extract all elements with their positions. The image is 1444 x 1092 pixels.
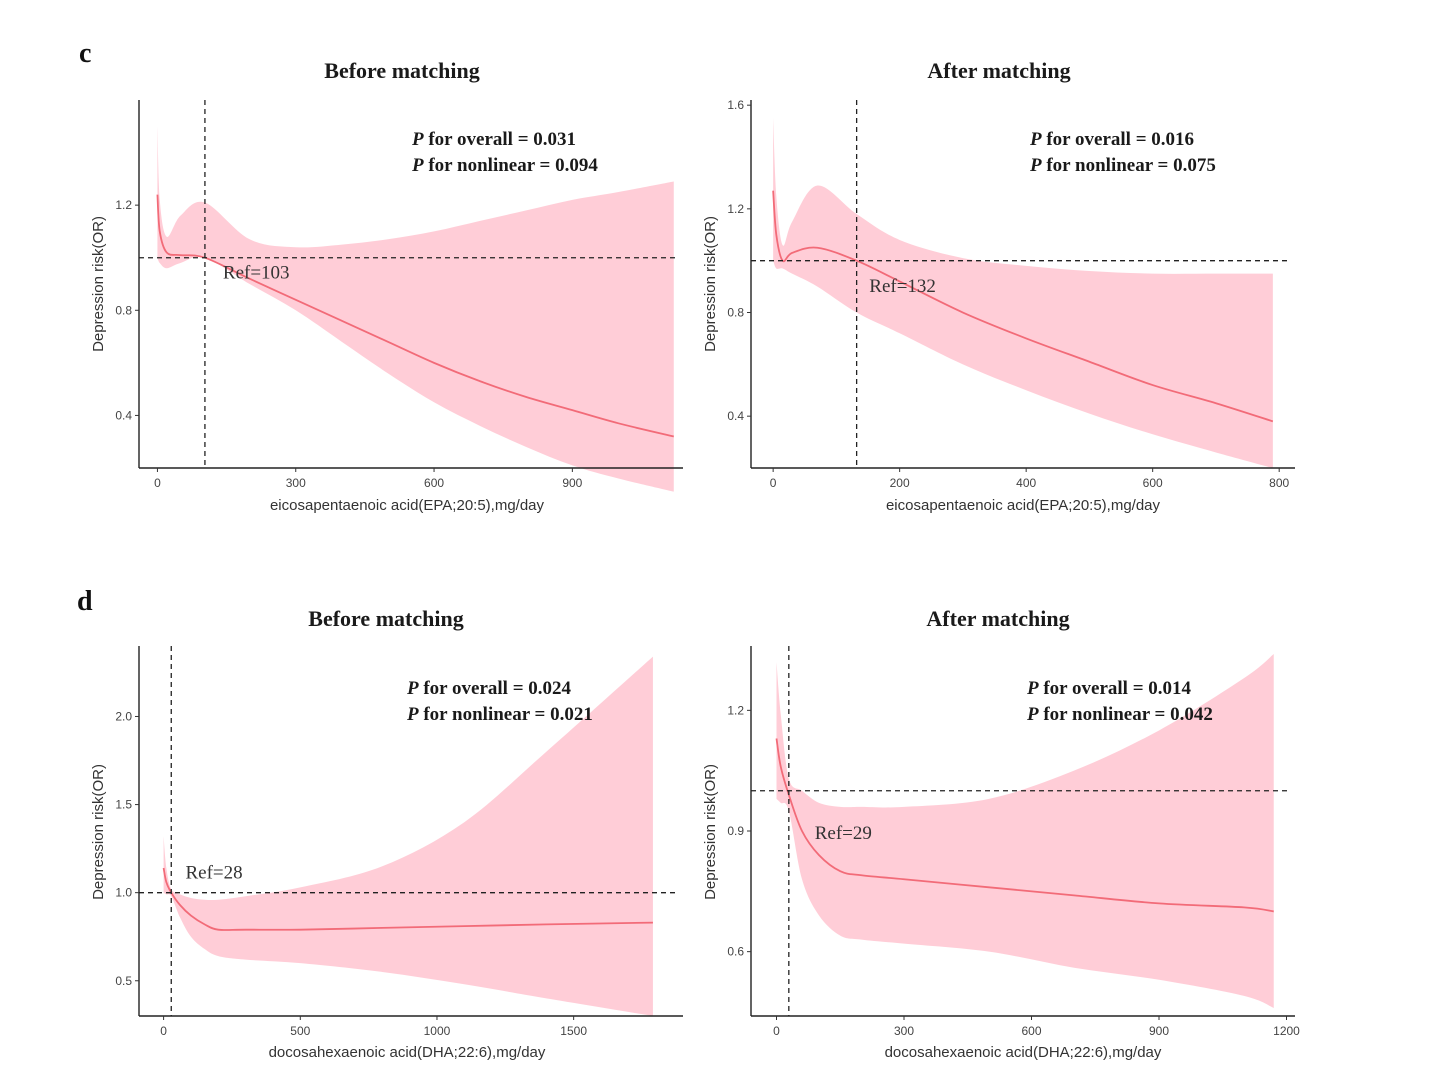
y-tick-label: 2.0 bbox=[115, 709, 132, 723]
y-tick-label: 1.6 bbox=[727, 98, 744, 112]
p-nonlinear-annotation: P for nonlinear = 0.042 bbox=[1026, 704, 1213, 725]
p-overall-annotation: P for overall = 0.024 bbox=[406, 678, 572, 699]
x-tick-label: 0 bbox=[160, 1024, 167, 1038]
x-axis-label: eicosapentaenoic acid(EPA;20:5),mg/day bbox=[270, 497, 545, 514]
x-tick-label: 600 bbox=[1021, 1024, 1041, 1038]
chart-d-before: 0.5 1.0 1.5 2.0 0 500 1000 1500 Before matching d… bbox=[90, 606, 683, 1061]
x-tick-label: 900 bbox=[562, 476, 582, 490]
y-axis-label: Depression risk(OR) bbox=[702, 216, 719, 352]
chart-d-after: 0.6 0.9 1.2 0 300 600 900 1200 After matching doc… bbox=[702, 606, 1300, 1061]
x-tick-label: 600 bbox=[424, 476, 444, 490]
or-curve bbox=[156, 194, 674, 438]
x-tick-label: 1500 bbox=[560, 1024, 587, 1038]
y-tick-label: 0.9 bbox=[727, 824, 744, 838]
y-tick-label: 1.2 bbox=[727, 202, 744, 216]
x-tick-label: 1000 bbox=[424, 1024, 451, 1038]
chart-c-after: 0.4 0.8 1.2 1.6 0 200 400 600 800 After matching e… bbox=[702, 58, 1295, 514]
x-tick-label: 1200 bbox=[1273, 1024, 1300, 1038]
x-tick-label: 300 bbox=[894, 1024, 914, 1038]
x-tick-label: 0 bbox=[154, 476, 161, 490]
y-tick-label: 1.5 bbox=[115, 798, 132, 812]
x-tick-label: 0 bbox=[773, 1024, 780, 1038]
p-overall-annotation: P for overall = 0.031 bbox=[411, 129, 576, 150]
ref-label: Ref=29 bbox=[815, 823, 872, 844]
x-tick-label: 200 bbox=[890, 476, 910, 490]
x-tick-label: 800 bbox=[1269, 476, 1289, 490]
p-overall-annotation: P for overall = 0.016 bbox=[1029, 129, 1194, 150]
chart-c-before: 0.4 0.8 1.2 0 300 600 900 Before matching eicosa… bbox=[90, 58, 683, 514]
x-axis-label: docosahexaenoic acid(DHA;22:6),mg/day bbox=[269, 1044, 546, 1061]
confidence-band bbox=[157, 126, 674, 492]
ref-label: Ref=28 bbox=[185, 863, 242, 884]
x-axis-label: docosahexaenoic acid(DHA;22:6),mg/day bbox=[885, 1044, 1162, 1061]
panel-c-label: c bbox=[79, 38, 91, 69]
x-axis-label: eicosapentaenoic acid(EPA;20:5),mg/day bbox=[886, 497, 1161, 514]
y-axis-label: Depression risk(OR) bbox=[90, 216, 107, 352]
y-tick-label: 0.5 bbox=[115, 974, 132, 988]
ref-label: Ref=132 bbox=[869, 276, 936, 297]
charts-container: 0.4 0.8 1.2 0 300 600 900 Before matching eicosa… bbox=[90, 58, 1300, 1061]
y-tick-label: 0.4 bbox=[115, 408, 132, 422]
chart-title: Before matching bbox=[324, 58, 479, 83]
panel-d-label: d bbox=[77, 586, 93, 617]
chart-title: After matching bbox=[927, 58, 1070, 83]
y-tick-label: 0.8 bbox=[727, 306, 744, 320]
confidence-band bbox=[776, 654, 1274, 1008]
y-tick-label: 1.0 bbox=[115, 886, 132, 900]
y-axis-label: Depression risk(OR) bbox=[702, 764, 719, 900]
x-tick-label: 400 bbox=[1016, 476, 1036, 490]
y-tick-label: 0.8 bbox=[115, 303, 132, 317]
y-tick-label: 0.6 bbox=[727, 945, 744, 959]
x-tick-label: 300 bbox=[286, 476, 306, 490]
x-tick-label: 0 bbox=[770, 476, 777, 490]
chart-title: After matching bbox=[926, 606, 1069, 631]
y-tick-label: 1.2 bbox=[115, 198, 132, 212]
confidence-band bbox=[773, 118, 1273, 468]
y-tick-label: 1.2 bbox=[727, 703, 744, 717]
x-tick-label: 900 bbox=[1149, 1024, 1169, 1038]
p-overall-annotation: P for overall = 0.014 bbox=[1026, 678, 1192, 699]
chart-title: Before matching bbox=[308, 606, 463, 631]
p-nonlinear-annotation: P for nonlinear = 0.094 bbox=[411, 155, 598, 176]
x-tick-label: 600 bbox=[1143, 476, 1163, 490]
y-tick-label: 0.4 bbox=[727, 409, 744, 423]
y-axis-label: Depression risk(OR) bbox=[90, 764, 107, 900]
or-curve bbox=[775, 738, 1274, 913]
x-tick-label: 500 bbox=[290, 1024, 310, 1038]
ref-label: Ref=103 bbox=[223, 263, 290, 284]
confidence-band bbox=[163, 656, 653, 1016]
p-nonlinear-annotation: P for nonlinear = 0.075 bbox=[1029, 155, 1216, 176]
p-nonlinear-annotation: P for nonlinear = 0.021 bbox=[406, 704, 593, 725]
